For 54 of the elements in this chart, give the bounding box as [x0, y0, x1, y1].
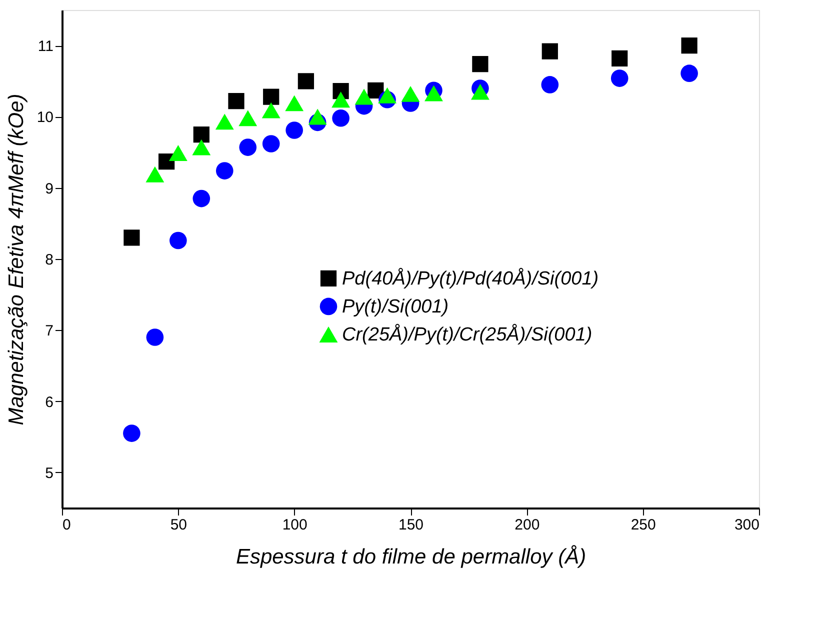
- y-tick-label: 7: [45, 322, 54, 340]
- y-tick-label: 8: [45, 252, 54, 268]
- x-tick-label: 100: [282, 516, 308, 534]
- y-tick-label: 6: [45, 394, 54, 411]
- y-tick-label: 9: [45, 180, 54, 198]
- y-tick-label: 5: [45, 464, 54, 482]
- x-tick-label: 50: [170, 516, 188, 534]
- x-tick-label: 300: [734, 516, 760, 534]
- point: [123, 424, 140, 442]
- point: [681, 38, 698, 54]
- point: [542, 43, 558, 60]
- point: [612, 50, 628, 66]
- y-axis-title: Magnetização Efetiva 4πMeff (kOe): [4, 94, 28, 426]
- point: [541, 76, 559, 94]
- point: [124, 230, 140, 246]
- point: [470, 84, 490, 100]
- point: [332, 92, 350, 108]
- point: [170, 232, 187, 250]
- point: [286, 122, 303, 139]
- point: [239, 138, 257, 156]
- legend-label: Py(t)/Si(001): [342, 296, 449, 318]
- x-tick-label: 250: [630, 516, 656, 534]
- point: [146, 166, 164, 182]
- point: [332, 109, 350, 127]
- point: [262, 102, 280, 118]
- point: [192, 139, 211, 156]
- point: [262, 135, 280, 152]
- legend-label: Pd(40Å)/Py(t)/Pd(40Å)/Si(001): [342, 267, 599, 290]
- point: [378, 87, 396, 104]
- point: [168, 145, 188, 161]
- point: [193, 126, 210, 143]
- x-tick-label: 200: [514, 516, 540, 534]
- point: [401, 86, 420, 102]
- point: [472, 56, 488, 72]
- point: [192, 190, 210, 208]
- y-tick-label: 11: [38, 38, 54, 56]
- point: [424, 85, 443, 102]
- point: [238, 110, 258, 126]
- point: [146, 328, 164, 346]
- y-tick-label: 10: [36, 109, 54, 126]
- point: [354, 88, 374, 105]
- point: [216, 162, 234, 180]
- point: [298, 73, 314, 90]
- point: [285, 95, 304, 112]
- point: [308, 108, 327, 125]
- point: [228, 93, 244, 110]
- point: [680, 64, 698, 82]
- point: [610, 70, 628, 87]
- point: [263, 88, 280, 105]
- x-tick-label: 150: [398, 516, 424, 534]
- point: [215, 114, 234, 130]
- x-tick-label: 0: [62, 516, 71, 534]
- x-axis-title: Espessura t do filme de permalloy (Å): [236, 544, 586, 568]
- legend-label: Cr(25Å)/Py(t)/Cr(25Å)/Si(001): [342, 323, 592, 346]
